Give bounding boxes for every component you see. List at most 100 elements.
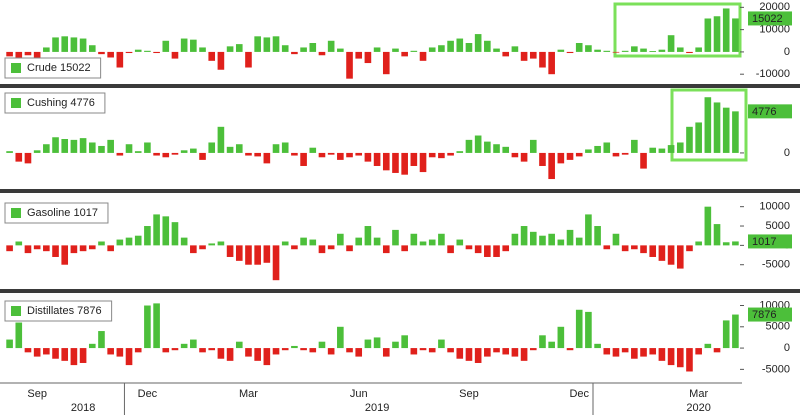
bar bbox=[520, 152, 528, 162]
bar bbox=[281, 142, 289, 153]
bar bbox=[190, 245, 197, 254]
legend-value: 7876 bbox=[77, 305, 101, 317]
bar bbox=[631, 245, 638, 250]
bar bbox=[557, 152, 565, 164]
bar bbox=[566, 348, 574, 351]
bar bbox=[401, 152, 408, 175]
bar bbox=[346, 152, 353, 158]
bar bbox=[254, 36, 261, 52]
bar bbox=[575, 309, 583, 349]
bar bbox=[125, 237, 133, 246]
bar bbox=[640, 245, 647, 254]
bar bbox=[43, 144, 50, 153]
bar bbox=[217, 51, 225, 70]
value-tag bbox=[748, 234, 792, 249]
bar bbox=[566, 51, 574, 54]
bar bbox=[686, 51, 693, 54]
bar bbox=[732, 241, 739, 246]
bar bbox=[401, 245, 408, 252]
bar bbox=[575, 237, 583, 246]
bar bbox=[658, 348, 666, 361]
legend-swatch bbox=[11, 98, 21, 108]
bar bbox=[153, 152, 160, 156]
bar bbox=[61, 245, 69, 265]
bar bbox=[631, 139, 638, 153]
bar bbox=[245, 245, 252, 265]
bar bbox=[263, 245, 271, 263]
legend-swatch bbox=[11, 63, 21, 73]
bar bbox=[79, 38, 87, 52]
bar bbox=[355, 152, 363, 156]
bar bbox=[33, 245, 41, 250]
bar bbox=[484, 348, 491, 357]
bar bbox=[585, 214, 592, 246]
bar bbox=[226, 348, 234, 361]
bar bbox=[612, 233, 620, 246]
bar bbox=[327, 348, 335, 355]
bar bbox=[226, 46, 234, 52]
bar bbox=[447, 152, 454, 156]
y-tick-label: 0 bbox=[784, 342, 790, 354]
bar bbox=[529, 139, 537, 153]
bar bbox=[548, 152, 555, 180]
legend: Cushing 4776 bbox=[4, 92, 106, 114]
bar bbox=[594, 49, 601, 52]
bar bbox=[52, 37, 59, 52]
bar bbox=[337, 152, 344, 160]
bar bbox=[318, 341, 326, 349]
bar bbox=[676, 47, 684, 52]
bar bbox=[134, 49, 142, 52]
bar bbox=[465, 348, 473, 361]
bar bbox=[153, 214, 160, 246]
bar bbox=[162, 348, 170, 353]
bar bbox=[658, 148, 666, 153]
bar bbox=[621, 152, 629, 155]
bar bbox=[107, 51, 114, 58]
bar bbox=[291, 345, 298, 349]
bar bbox=[502, 245, 510, 252]
panel-separator bbox=[0, 189, 800, 193]
bar bbox=[704, 206, 712, 246]
bar bbox=[327, 40, 335, 52]
bar bbox=[208, 142, 216, 153]
bar bbox=[428, 47, 436, 52]
bar bbox=[529, 231, 537, 246]
bar bbox=[612, 348, 620, 357]
bar bbox=[125, 51, 133, 54]
bar bbox=[456, 38, 464, 52]
bar bbox=[300, 152, 307, 166]
bar bbox=[621, 245, 629, 252]
x-tick-label: Sep bbox=[459, 388, 479, 400]
bar bbox=[612, 51, 620, 53]
bar bbox=[309, 147, 317, 153]
bar bbox=[254, 348, 261, 361]
bar bbox=[732, 111, 739, 153]
bar bbox=[272, 36, 280, 52]
bar bbox=[594, 343, 601, 349]
bar bbox=[557, 49, 565, 52]
bar bbox=[438, 233, 445, 246]
bar bbox=[6, 151, 13, 153]
bar bbox=[410, 233, 418, 246]
x-tick-label: Dec bbox=[569, 388, 589, 400]
bar bbox=[52, 348, 59, 359]
bar bbox=[6, 339, 13, 349]
bar bbox=[346, 348, 353, 353]
bar bbox=[190, 39, 197, 52]
legend-value: 15022 bbox=[60, 62, 91, 74]
bar bbox=[594, 145, 601, 153]
bar bbox=[355, 237, 363, 246]
bar bbox=[208, 348, 216, 351]
bar bbox=[24, 245, 32, 254]
year-label: 2019 bbox=[365, 402, 389, 414]
bar bbox=[474, 348, 482, 363]
bar bbox=[392, 48, 399, 52]
bar bbox=[226, 245, 234, 257]
value-tag-label: 1017 bbox=[752, 236, 776, 248]
bar bbox=[318, 245, 326, 254]
legend-label: Cushing 4776 bbox=[27, 97, 95, 109]
bar bbox=[401, 51, 408, 57]
bar bbox=[162, 40, 170, 52]
bar bbox=[153, 51, 160, 54]
